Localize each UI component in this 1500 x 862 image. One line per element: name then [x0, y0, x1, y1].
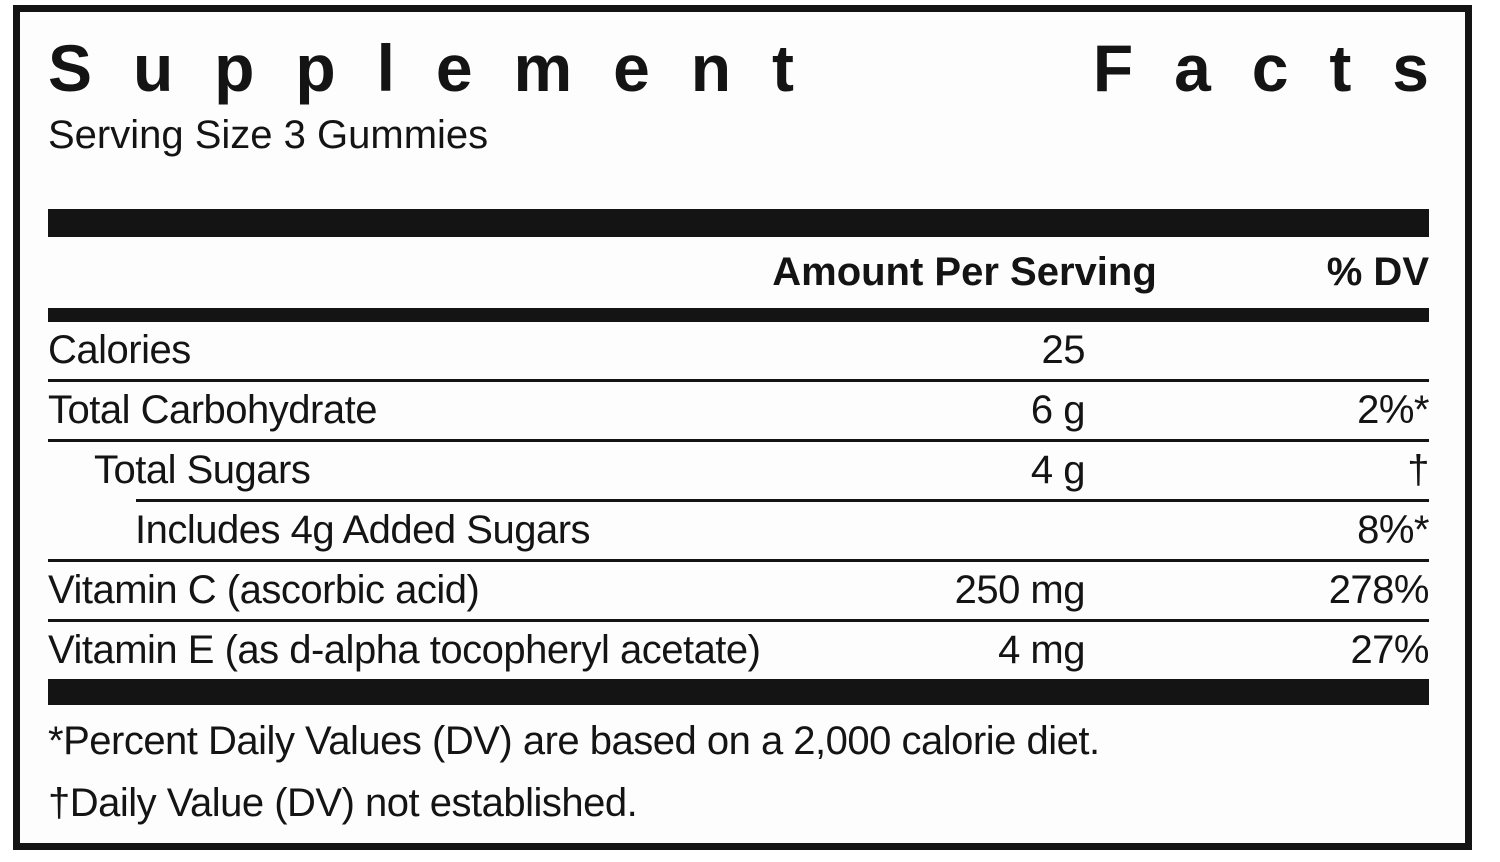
panel-title: Supplement Facts [48, 31, 1429, 105]
nutrient-name: Vitamin E (as d-alpha tocopheryl acetate… [48, 628, 761, 673]
nutrient-amount: 6 g [1030, 388, 1086, 433]
nutrient-name: Total Sugars [94, 448, 311, 493]
divider-bar-medium [48, 308, 1429, 323]
divider-bar-thick-bottom [48, 679, 1429, 706]
table-row-vitamin-e: Vitamin E (as d-alpha tocopheryl acetate… [48, 622, 1430, 679]
table-row-calories: Calories 25 [48, 322, 1429, 379]
nutrient-name: Calories [48, 328, 191, 373]
row-separator [48, 439, 1429, 443]
nutrient-dv: 27% [1350, 628, 1429, 673]
table-row-total-sugars: Total Sugars 4 g † [48, 442, 1430, 499]
nutrient-dv: 278% [1328, 568, 1430, 613]
table-row-added-sugars: Includes 4g Added Sugars 8%* [48, 502, 1430, 559]
panel-title-word-facts: Facts [1092, 31, 1470, 105]
supplement-facts-panel: Supplement Facts Serving Size 3 Gummies … [13, 5, 1472, 850]
footnote-daily-values: *Percent Daily Values (DV) are based on … [48, 719, 1100, 764]
panel-title-word-supplement: Supplement [48, 31, 835, 105]
row-separator [48, 379, 1429, 383]
nutrient-dv: 2%* [1357, 388, 1429, 433]
divider-bar-thick-top [48, 209, 1429, 238]
column-header-row: Amount Per Serving % DV [48, 237, 1429, 308]
nutrient-name: Total Carbohydrate [48, 388, 377, 433]
row-separator [48, 559, 1429, 563]
nutrient-dv: 8%* [1357, 508, 1429, 553]
table-row-total-carbohydrate: Total Carbohydrate 6 g 2%* [48, 382, 1430, 439]
nutrient-amount: 4 g [1030, 448, 1086, 493]
row-separator [48, 619, 1429, 623]
nutrient-amount: 25 [1041, 328, 1086, 373]
footnote-dv-not-established: †Daily Value (DV) not established. [48, 781, 638, 826]
column-header-amount: Amount Per Serving [772, 250, 1157, 295]
table-row-vitamin-c: Vitamin C (ascorbic acid) 250 mg 278% [48, 562, 1430, 619]
nutrient-name: Vitamin C (ascorbic acid) [48, 568, 480, 613]
serving-size-text: Serving Size 3 Gummies [48, 113, 489, 158]
nutrient-amount: 4 mg [998, 628, 1085, 673]
footnotes-section: *Percent Daily Values (DV) are based on … [48, 721, 1429, 823]
nutrient-amount: 250 mg [954, 568, 1086, 613]
nutrient-name: Includes 4g Added Sugars [135, 508, 591, 553]
nutrient-dv: † [1407, 448, 1429, 493]
row-separator-indented [136, 499, 1429, 503]
column-header-dv: % DV [1326, 250, 1429, 295]
